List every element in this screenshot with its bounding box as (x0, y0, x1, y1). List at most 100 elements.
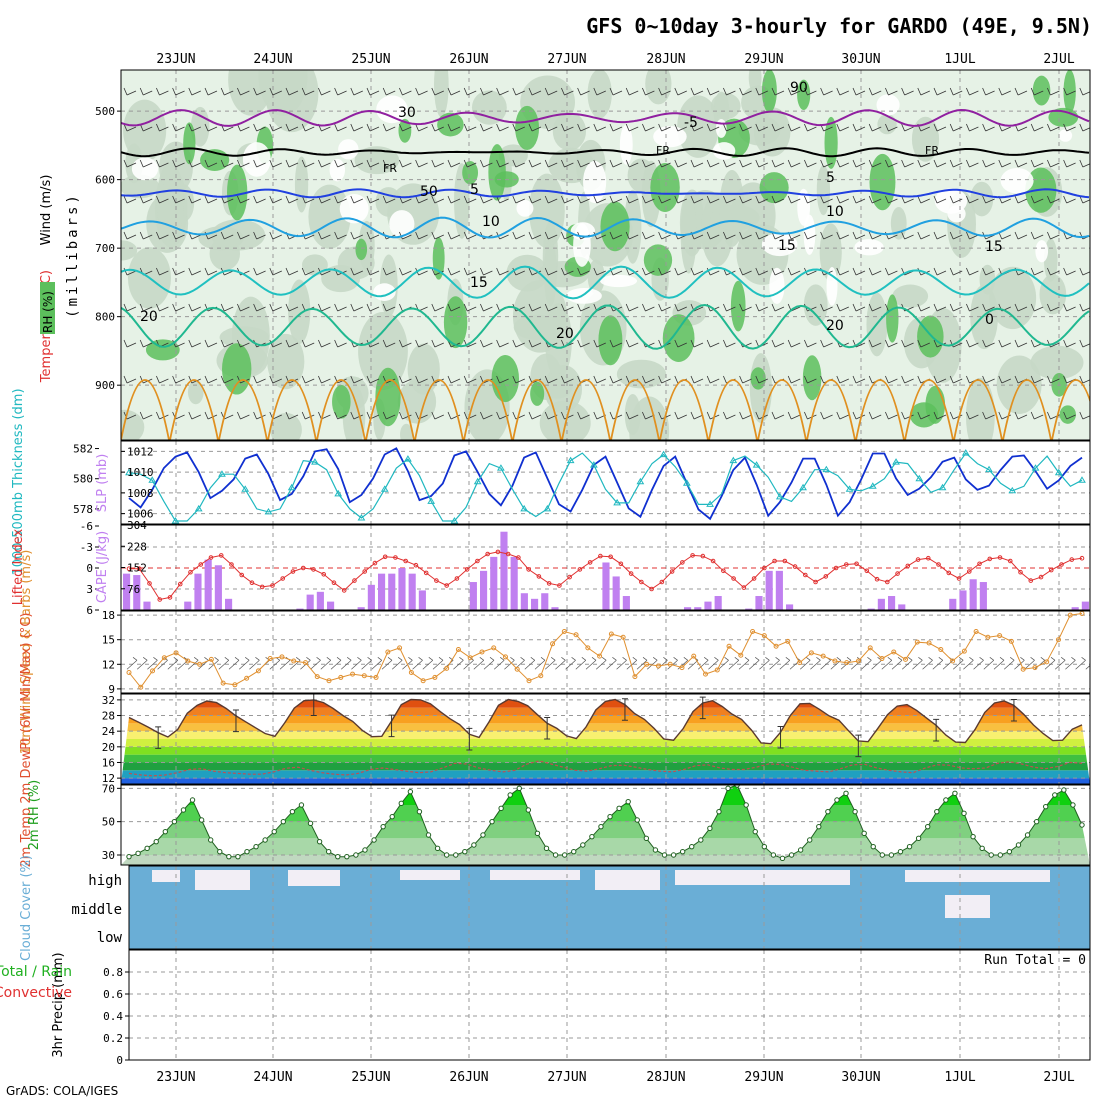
wind-barb-10m (575, 657, 587, 670)
wind-barb-10m (779, 657, 791, 670)
wind-barb (123, 123, 137, 132)
rh-patch-mid (587, 259, 605, 295)
wind-barb (1030, 87, 1044, 96)
cape-bar (786, 604, 794, 610)
lifted-index-point (475, 558, 480, 564)
wind-barb (625, 303, 639, 312)
temp-contour-warm (267, 379, 317, 440)
wind-tick-label: 9 (108, 683, 115, 696)
slp-panel: 578 580 582 1006 1008 1010 1012 1000-500mb Thi… (11, 388, 1091, 576)
wind-barb (156, 123, 169, 132)
wind-barb (301, 159, 315, 168)
cape-bar (531, 598, 539, 610)
lifted-index-point (690, 553, 695, 558)
cape-bar (327, 601, 335, 610)
temp-minmax-bar (777, 725, 784, 749)
thickness-point (311, 458, 319, 465)
day-label-bottom: 24JUN (253, 1070, 292, 1085)
rh-point (425, 832, 432, 838)
wind-speed-point (785, 638, 791, 644)
wind-barb (755, 123, 768, 132)
temp-contour-warm (757, 379, 807, 440)
wind-barb (172, 375, 185, 384)
wind-speed-point (585, 645, 591, 651)
wind-barb (658, 159, 671, 168)
wind-barb-10m (136, 657, 148, 670)
wind-barb (674, 87, 687, 96)
lifted-index-point (1028, 578, 1034, 583)
rh-point (997, 852, 1004, 858)
wind-barb (334, 123, 347, 132)
wind-speed-point (914, 639, 920, 645)
wind-barb-10m (351, 657, 362, 670)
rh-patch-mid (198, 226, 244, 251)
bottom-day-labels: 23JUN 24JUN 25JUN 26JUN 27JUN 28JUN 29JUN 30JUN… (156, 1070, 1074, 1085)
wind-barb (1063, 159, 1076, 168)
wind-speed-point (855, 658, 861, 664)
wind-barb (447, 195, 461, 204)
wind-barb (966, 411, 979, 420)
rh-patch-moist (332, 384, 351, 419)
rh-point (1042, 803, 1049, 810)
rh-patch-moist (797, 79, 811, 110)
wind-speed-point (479, 649, 485, 655)
wind-barb (512, 123, 525, 132)
thickness-point (682, 479, 691, 486)
wind-barb (625, 267, 639, 276)
lifted-index-point (659, 579, 665, 585)
wind-barb (998, 123, 1011, 132)
rh-patch-mid (434, 70, 449, 118)
rh-point (607, 813, 613, 820)
thickness-point (287, 483, 296, 491)
wind-barb (366, 303, 380, 312)
wind-barb (463, 231, 477, 240)
wind-barb (739, 411, 752, 420)
wind-barb (982, 159, 995, 168)
wind-barb (723, 159, 736, 168)
wind-barb (399, 411, 412, 420)
wind-barb (1014, 195, 1028, 204)
rh-patch-moist (491, 355, 519, 403)
wind-barb-10m (483, 657, 495, 670)
rh-patch-moist (759, 172, 789, 204)
wind-barb-10m (718, 657, 729, 670)
rh-point (1052, 792, 1058, 798)
precip-frame (128, 949, 1091, 1061)
wind-barb (544, 303, 558, 312)
wind-barb (220, 303, 234, 312)
lifted-index-point (1018, 569, 1023, 575)
wind-barb (658, 87, 671, 96)
wind-barb (901, 231, 914, 240)
thickness-point (868, 482, 877, 489)
rh-patch-dry (389, 210, 415, 238)
wind-barb (318, 231, 331, 240)
wind-barb (917, 195, 930, 204)
wind-barb (885, 339, 898, 348)
wind-speed-point (138, 684, 144, 690)
wind-barb (269, 231, 282, 240)
cloud-level-label: middle (71, 902, 122, 918)
wind-barb-10m (932, 657, 944, 670)
cloud-clear-area (675, 870, 850, 885)
wind-barb (544, 123, 558, 132)
wind-barb (237, 159, 250, 168)
wind-barb (1030, 159, 1044, 168)
wind-barb (382, 87, 396, 96)
wind-barb (577, 87, 590, 96)
wind-barb (723, 123, 736, 132)
rh-point (389, 813, 395, 820)
rh-point (1015, 842, 1022, 848)
cape-bar (296, 608, 304, 610)
temp-color-band (121, 707, 1090, 716)
wind-barb (642, 159, 655, 168)
wind-speed-point (526, 678, 532, 684)
wind-barb (561, 267, 574, 276)
wind-barb (1063, 123, 1076, 132)
wind-speed-point (938, 647, 944, 653)
wind-barb (544, 375, 558, 384)
lifted-index-point (987, 556, 993, 562)
upper-air-frame (120, 69, 1091, 441)
day-label-top: 27JUN (547, 52, 586, 67)
rh-point (698, 837, 704, 843)
wind-speed-point (703, 671, 709, 677)
